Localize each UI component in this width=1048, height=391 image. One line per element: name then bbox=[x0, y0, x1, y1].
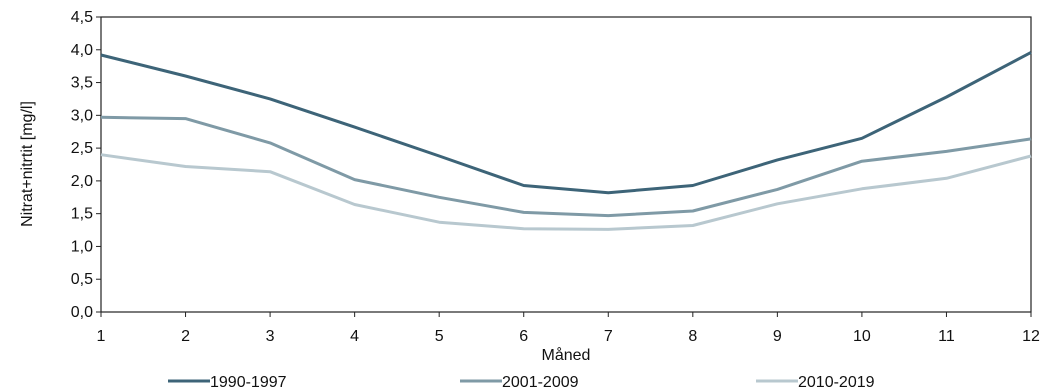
plot-area-frame bbox=[100, 16, 1032, 313]
y-tick-label: 1,5 bbox=[71, 206, 93, 223]
legend: 1990-1997 2001-2009 2010-2019 bbox=[168, 374, 875, 391]
y-tick-label: 1,0 bbox=[71, 238, 93, 255]
x-tick-label: 3 bbox=[266, 328, 275, 345]
y-tick-label: 4,5 bbox=[71, 9, 93, 26]
x-tick-label: 11 bbox=[938, 328, 955, 345]
y-tick-label: 0,0 bbox=[71, 304, 93, 321]
y-tick-label: 0,5 bbox=[71, 271, 93, 288]
series-line-2001-2009 bbox=[100, 115, 1032, 218]
x-axis-label: Måned bbox=[542, 346, 591, 364]
y-axis-ticks: 0,0 0,5 1,0 1,5 2,0 2,5 3,0 3,5 4,0 4,5 bbox=[71, 9, 101, 321]
x-tick-label: 6 bbox=[519, 328, 528, 345]
y-tick-label: 4,0 bbox=[71, 42, 93, 59]
x-tick-label: 8 bbox=[688, 328, 697, 345]
x-tick-label: 12 bbox=[1022, 328, 1040, 345]
series-line-1990-1997 bbox=[100, 51, 1032, 195]
x-tick-label: 2 bbox=[181, 328, 190, 345]
x-tick-label: 10 bbox=[853, 328, 871, 345]
x-tick-label: 5 bbox=[435, 328, 444, 345]
legend-label: 1990-1997 bbox=[210, 374, 287, 391]
y-axis-label: Nitrat+nitrtit [mg/l] bbox=[19, 101, 36, 227]
series-lines bbox=[100, 51, 1032, 231]
y-tick-label: 3,0 bbox=[71, 107, 93, 124]
y-tick-label: 2,0 bbox=[71, 173, 93, 190]
legend-label: 2010-2019 bbox=[798, 374, 875, 391]
y-tick-label: 2,5 bbox=[71, 140, 93, 157]
legend-label: 2001-2009 bbox=[502, 374, 579, 391]
x-tick-label: 4 bbox=[350, 328, 359, 345]
x-axis-ticks: 1 2 3 4 5 6 7 8 9 10 11 12 bbox=[97, 312, 1040, 345]
x-tick-label: 1 bbox=[97, 328, 106, 345]
y-tick-label: 3,5 bbox=[71, 75, 93, 92]
x-tick-label: 7 bbox=[604, 328, 613, 345]
series-line-2010-2019 bbox=[100, 153, 1032, 231]
x-tick-label: 9 bbox=[773, 328, 782, 345]
